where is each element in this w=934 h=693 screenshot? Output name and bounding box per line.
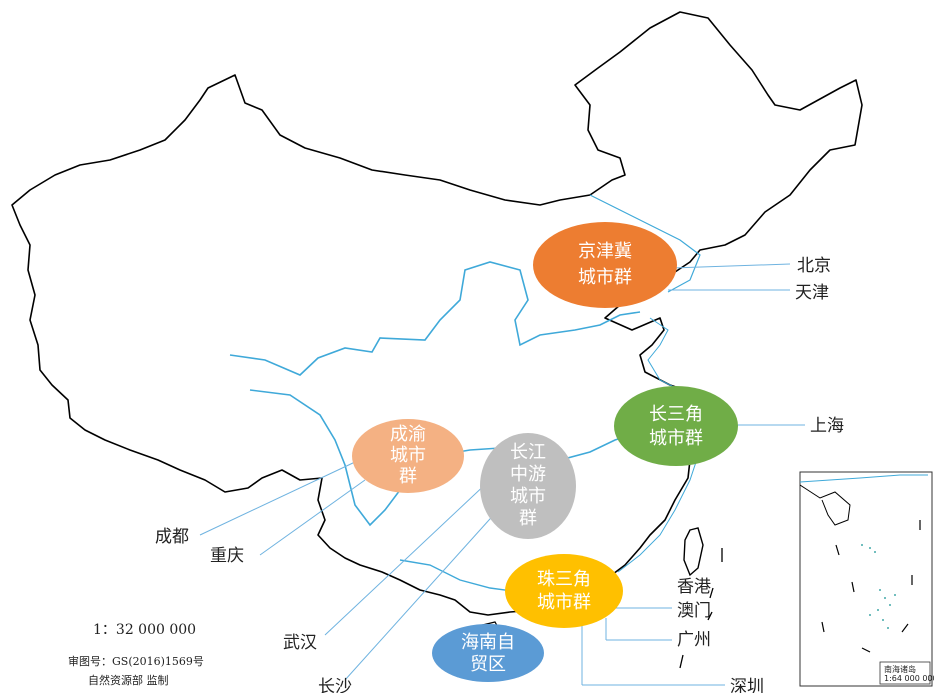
city-tianjin: 天津 <box>795 283 829 303</box>
chengyu-label-2: 城市 <box>390 445 426 466</box>
cluster-jingjinji: 京津冀 城市群 <box>533 222 677 308</box>
cluster-chengyu: 成渝 城市 群 <box>352 419 464 493</box>
changjiang-label-3: 城市 <box>510 486 546 507</box>
inset-scale: 1:64 000 000 <box>884 674 934 683</box>
south-china-sea-inset: 南海诸岛 1:64 000 000 <box>799 471 934 687</box>
changjiang-ellipse <box>480 433 576 539</box>
chengyu-label-1: 成渝 <box>390 424 426 445</box>
zhusanjiao-label-2: 城市群 <box>537 592 591 613</box>
zhusanjiao-ellipse <box>505 554 623 628</box>
chengyu-ellipse <box>352 419 464 493</box>
changjiang-label-2: 中游 <box>510 464 546 485</box>
hainan-ellipse <box>432 624 544 682</box>
chengyu-label-3: 群 <box>399 466 417 487</box>
changjiang-label-4: 群 <box>519 508 537 529</box>
city-macau: 澳门 <box>677 601 711 621</box>
inset-islands <box>861 544 896 629</box>
city-shanghai: 上海 <box>810 416 844 436</box>
hainan-label-2: 贸区 <box>470 654 506 675</box>
city-shenzhen: 深圳 <box>730 677 764 693</box>
china-border <box>11 11 863 616</box>
city-guangzhou: 广州 <box>677 630 711 650</box>
cluster-changjiang: 长江 中游 城市 群 <box>480 433 576 539</box>
taiwan-outline <box>683 527 704 577</box>
changsanjiao-label-2: 城市群 <box>649 428 703 449</box>
city-hongkong: 香港 <box>677 577 711 597</box>
zhusanjiao-label-1: 珠三角 <box>537 569 591 590</box>
city-chengdu: 成都 <box>155 527 189 547</box>
inset-coast <box>799 484 851 526</box>
changsanjiao-label-1: 长三角 <box>649 404 703 425</box>
changjiang-label-1: 长江 <box>510 442 546 463</box>
city-wuhan: 武汉 <box>283 633 317 653</box>
cluster-changsanjiao: 长三角 城市群 <box>614 386 738 466</box>
yellow-river <box>229 261 641 376</box>
cluster-hainan: 海南自 贸区 <box>432 624 544 682</box>
jingjinji-label-1: 京津冀 <box>578 241 632 262</box>
supervisor-text: 自然资源部 监制 <box>88 673 169 687</box>
heilong-river <box>589 194 701 293</box>
jingjinji-label-2: 城市群 <box>578 267 632 288</box>
changsanjiao-ellipse <box>614 386 738 466</box>
map-scale: 1：32 000 000 <box>93 622 196 638</box>
city-beijing: 北京 <box>797 256 831 276</box>
inset-dashes <box>821 520 921 653</box>
approval-number: 审图号：GS(2016)1569号 <box>68 654 204 668</box>
cluster-zhusanjiao: 珠三角 城市群 <box>505 554 623 628</box>
leader-lines <box>199 263 805 686</box>
hainan-label-1: 海南自 <box>461 632 515 653</box>
city-chongqing: 重庆 <box>210 546 244 566</box>
city-changsha: 长沙 <box>318 677 352 693</box>
jingjinji-ellipse <box>533 222 677 308</box>
sea-boundary-dashes <box>679 548 723 669</box>
inset-title: 南海诸岛 <box>884 664 916 674</box>
